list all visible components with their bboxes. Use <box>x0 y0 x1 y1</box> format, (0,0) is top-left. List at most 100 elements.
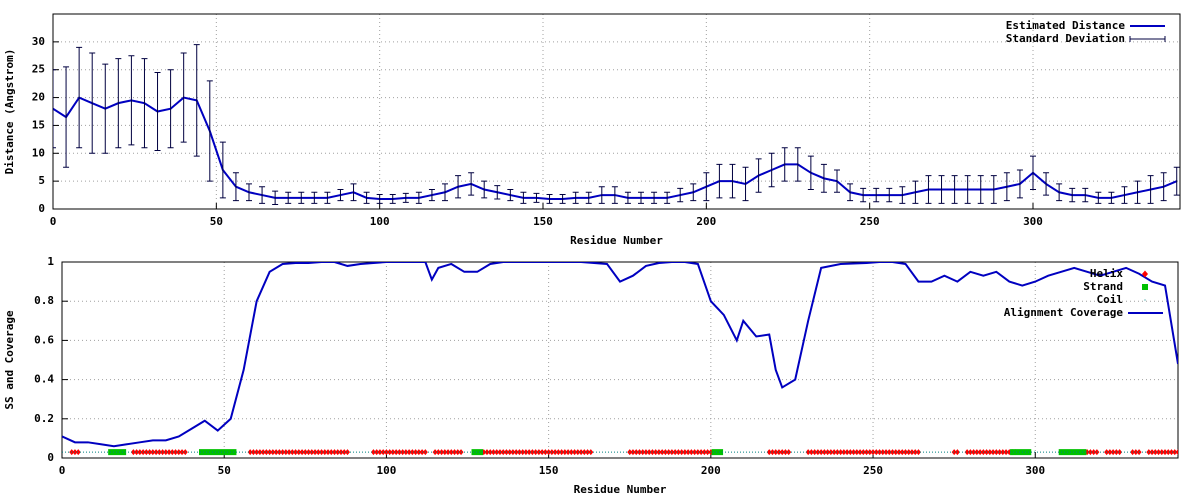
error-bar <box>494 185 501 200</box>
error-bar <box>53 69 56 149</box>
error-bar <box>376 194 383 204</box>
error-bar <box>141 58 148 149</box>
error-bar <box>481 180 488 199</box>
error-bar <box>520 191 527 204</box>
x-tick-label: 50 <box>210 215 223 228</box>
error-bar <box>311 191 318 204</box>
diamond-segment <box>481 449 594 456</box>
plot-area <box>53 44 1180 206</box>
error-bar <box>834 169 840 193</box>
legend-label: Coil <box>1097 293 1124 306</box>
error-bar <box>729 163 736 199</box>
error-bar <box>938 175 945 204</box>
x-tick-label: 250 <box>860 215 880 228</box>
square-segment <box>711 449 724 456</box>
error-bar <box>1003 172 1010 202</box>
error-bar <box>206 80 213 182</box>
diamond-segment <box>370 449 428 456</box>
diamond-segment <box>130 449 188 456</box>
error-bar <box>964 175 971 204</box>
x-tick-label: 250 <box>863 464 883 477</box>
plot-area <box>62 262 1178 456</box>
error-bar <box>389 194 396 204</box>
error-bar <box>89 52 96 154</box>
error-bar <box>1056 183 1063 202</box>
square-segment <box>1058 449 1087 456</box>
legend-marker <box>1129 36 1166 42</box>
error-bar <box>350 183 357 202</box>
y-tick-label: 0.4 <box>34 373 54 386</box>
diamond-segment <box>1130 449 1142 456</box>
square-segment <box>108 449 127 456</box>
error-bar <box>546 194 553 204</box>
error-bar <box>886 187 893 203</box>
x-tick-label: 200 <box>701 464 721 477</box>
error-bar <box>154 72 161 151</box>
error-bar <box>442 183 448 202</box>
diamond-segment <box>1084 449 1100 456</box>
legend-label: Estimated Distance <box>1006 19 1126 32</box>
diamond-segment <box>432 449 464 456</box>
error-bar <box>703 172 710 202</box>
x-tick-label: 150 <box>539 464 559 477</box>
square-segment <box>471 449 483 456</box>
y-tick-label: 0.8 <box>34 294 54 307</box>
diamond-segment <box>766 449 792 456</box>
error-bar <box>925 175 932 204</box>
error-bar <box>337 189 344 202</box>
error-bar <box>180 52 187 143</box>
error-bar <box>363 191 370 204</box>
y-tick-label: 15 <box>32 118 45 131</box>
error-bar <box>259 186 266 204</box>
error-bar <box>677 187 684 203</box>
error-bar <box>990 175 997 204</box>
error-bar <box>768 152 775 188</box>
error-bar <box>847 183 854 202</box>
error-bar <box>716 163 723 199</box>
y-tick-label: 0 <box>47 451 54 464</box>
x-tick-label: 300 <box>1025 464 1045 477</box>
plot-border <box>61 261 1179 459</box>
error-bar <box>690 183 697 202</box>
error-bar <box>507 189 514 202</box>
diamond-segment <box>951 449 960 456</box>
line <box>62 262 1178 448</box>
x-tick-label: 300 <box>1023 215 1043 228</box>
error-bar <box>415 191 422 204</box>
legend-label: Alignment Coverage <box>1004 306 1124 319</box>
error-bar <box>807 155 814 190</box>
error-bar <box>285 191 292 204</box>
y-axis-label: Distance (Angstrom) <box>3 49 16 175</box>
error-bar <box>1030 155 1036 190</box>
error-bar <box>873 187 880 203</box>
diamond-segment <box>1104 449 1123 456</box>
error-bar <box>820 163 827 193</box>
x-axis-label: Residue Number <box>570 234 663 247</box>
y-tick-label: 0 <box>38 202 45 215</box>
legend-marker <box>1144 299 1146 301</box>
error-bar <box>1121 186 1128 204</box>
error-bar <box>651 191 658 204</box>
error-bar <box>951 175 958 204</box>
diamond-segment <box>627 449 714 456</box>
square-segment <box>199 449 237 456</box>
error-bar <box>533 192 540 203</box>
error-bar <box>611 186 618 204</box>
y-tick-label: 20 <box>32 91 45 104</box>
legend-label: Helix <box>1090 267 1123 280</box>
y-tick-label: 25 <box>32 63 45 76</box>
error-bar <box>899 186 906 204</box>
x-tick-label: 0 <box>50 215 57 228</box>
error-bar <box>559 194 566 204</box>
error-bar <box>977 175 984 204</box>
error-bar <box>1160 172 1167 202</box>
square-segment <box>1010 449 1032 456</box>
error-bar <box>638 191 644 204</box>
x-tick-label: 50 <box>218 464 231 477</box>
y-tick-label: 10 <box>32 146 45 159</box>
error-bar <box>860 187 867 203</box>
error-bar <box>402 192 409 203</box>
error-bar <box>167 69 174 149</box>
diamond-segment <box>1146 449 1178 456</box>
